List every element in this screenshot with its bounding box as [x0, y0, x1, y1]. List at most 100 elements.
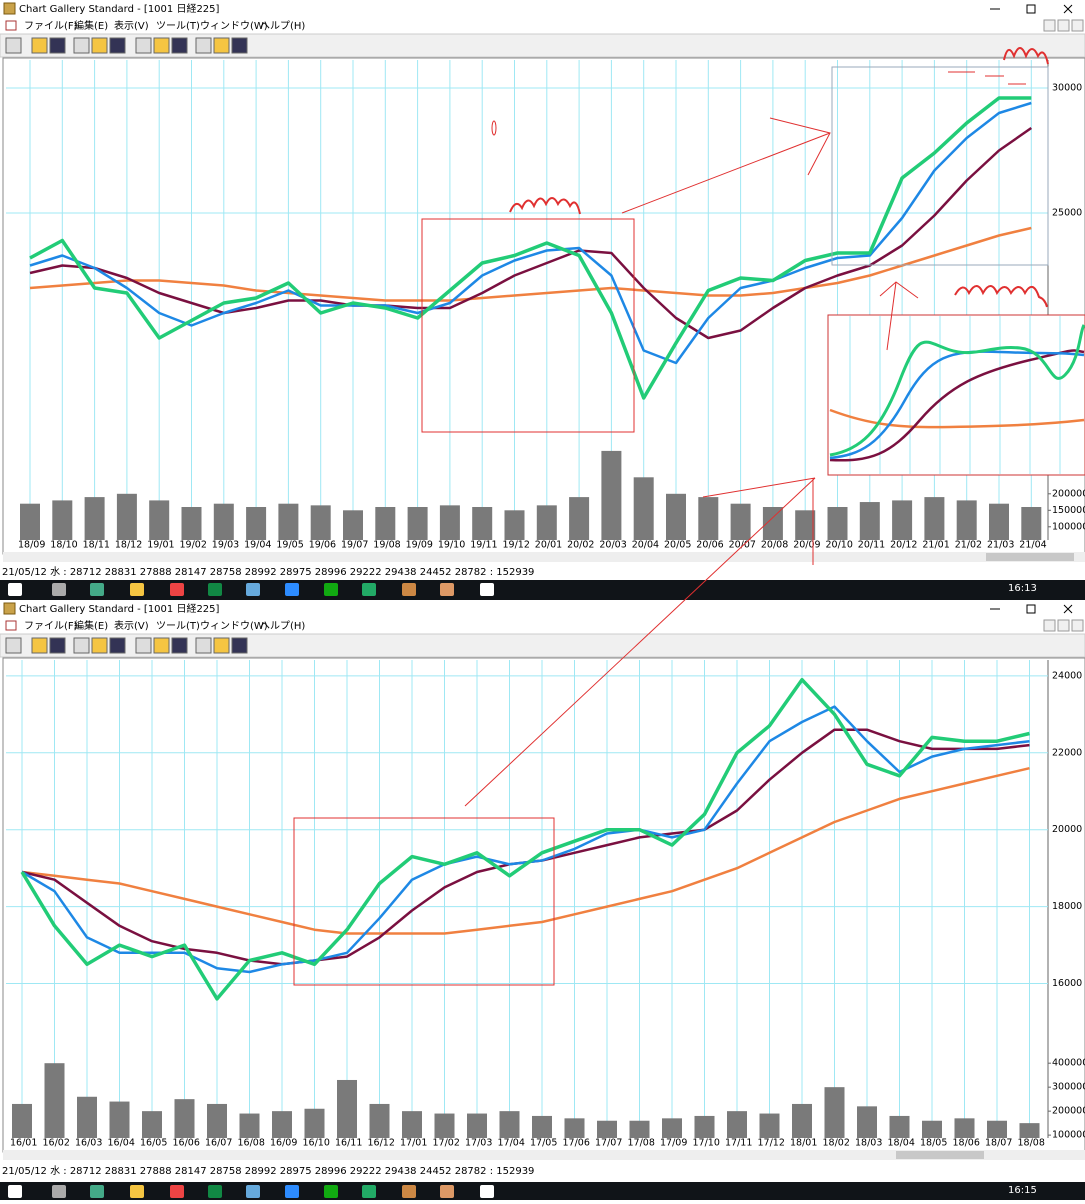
- menu-item[interactable]: ファイル(F): [24, 621, 78, 632]
- scroll-thumb[interactable]: [986, 553, 1074, 561]
- restore-button[interactable]: [1026, 604, 1036, 614]
- taskbar-icon[interactable]: [8, 583, 22, 596]
- volume-bar: [759, 1113, 780, 1138]
- close-button[interactable]: [1063, 604, 1073, 614]
- taskbar-icon[interactable]: [324, 1185, 338, 1198]
- restore-button[interactable]: [1026, 4, 1036, 14]
- taskbar-icon[interactable]: [52, 1185, 66, 1198]
- toolbar-button[interactable]: [135, 37, 152, 54]
- taskbar-icon[interactable]: [52, 583, 66, 596]
- volume-bar: [246, 507, 267, 540]
- volume-bar: [633, 477, 654, 540]
- menu-item[interactable]: 表示(V): [114, 19, 149, 32]
- toolbar-button[interactable]: [135, 637, 152, 654]
- menu-item[interactable]: 編集(E): [74, 619, 108, 632]
- volume-bar: [536, 505, 557, 540]
- taskbar-icon[interactable]: [130, 1185, 144, 1198]
- toolbar-button[interactable]: [91, 37, 108, 54]
- toolbar-button[interactable]: [49, 637, 66, 654]
- x-tick-label: 19/03: [212, 540, 239, 551]
- volume-bar: [84, 497, 105, 540]
- toolbar-button[interactable]: [213, 37, 230, 54]
- mdi-button[interactable]: [1043, 619, 1056, 632]
- taskbar-icon[interactable]: [170, 1185, 184, 1198]
- taskbar-icon[interactable]: [90, 1185, 104, 1198]
- taskbar-icon[interactable]: [362, 1185, 376, 1198]
- toolbar-button[interactable]: [73, 637, 90, 654]
- taskbar-icon[interactable]: [480, 583, 494, 596]
- close-button[interactable]: [1063, 4, 1073, 14]
- scribble: [954, 285, 1048, 308]
- taskbar-icon[interactable]: [402, 583, 416, 596]
- menu-item[interactable]: ファイル(F): [24, 21, 78, 32]
- taskbar-icon[interactable]: [90, 583, 104, 596]
- menu-item[interactable]: ヘルプ(H): [260, 620, 305, 632]
- toolbar-button[interactable]: [213, 637, 230, 654]
- mdi-button[interactable]: [1057, 19, 1070, 32]
- toolbar-button[interactable]: [195, 637, 212, 654]
- volume-bar: [109, 1101, 130, 1138]
- toolbar-button[interactable]: [31, 637, 48, 654]
- mdi-button[interactable]: [1071, 619, 1084, 632]
- volume-bar: [987, 1120, 1007, 1138]
- toolbar-button[interactable]: [171, 37, 188, 54]
- x-tick-label: 18/02: [823, 1138, 850, 1149]
- menu-item[interactable]: ウィンドウ(W): [200, 20, 268, 32]
- toolbar-button[interactable]: [231, 37, 248, 54]
- toolbar-button[interactable]: [5, 37, 22, 54]
- taskbar-icon[interactable]: [285, 1185, 299, 1198]
- volume-bar: [407, 507, 428, 540]
- x-tick-label: 17/11: [725, 1138, 752, 1149]
- toolbar-button[interactable]: [73, 37, 90, 54]
- mdi-button[interactable]: [1057, 619, 1070, 632]
- x-tick-label: 18/05: [920, 1138, 947, 1149]
- taskbar-icon[interactable]: [208, 583, 222, 596]
- taskbar-icon[interactable]: [402, 1185, 416, 1198]
- mdi-button[interactable]: [1043, 19, 1056, 32]
- window-title: Chart Gallery Standard - [1001 日経225]: [19, 602, 220, 615]
- menu-item[interactable]: 編集(E): [74, 19, 108, 32]
- taskbar-icon[interactable]: [440, 583, 454, 596]
- x-tick-label: 17/07: [595, 1138, 622, 1149]
- menu-item[interactable]: 表示(V): [114, 619, 149, 632]
- toolbar-button[interactable]: [49, 37, 66, 54]
- toolbar-button[interactable]: [91, 637, 108, 654]
- toolbar-button[interactable]: [5, 637, 22, 654]
- volume-bar: [434, 1113, 455, 1138]
- toolbar-button[interactable]: [153, 37, 170, 54]
- inset-line: [829, 350, 1085, 460]
- toolbar-button[interactable]: [109, 37, 126, 54]
- volume-bar: [989, 503, 1009, 540]
- volume-tick-label: 300000: [1052, 1082, 1085, 1093]
- x-tick-label: 17/03: [465, 1138, 492, 1149]
- taskbar-icon[interactable]: [170, 583, 184, 596]
- scroll-thumb[interactable]: [896, 1151, 984, 1159]
- taskbar-icon[interactable]: [8, 1185, 22, 1198]
- x-tick-label: 17/10: [693, 1138, 720, 1149]
- y-tick-label: 24000: [1052, 670, 1082, 681]
- taskbar-icon[interactable]: [246, 583, 260, 596]
- volume-bar: [77, 1096, 97, 1138]
- menu-item[interactable]: ウィンドウ(W): [200, 620, 268, 632]
- volume-bar: [824, 1087, 845, 1138]
- taskbar-icon[interactable]: [130, 583, 144, 596]
- toolbar-button[interactable]: [153, 637, 170, 654]
- menu-item[interactable]: ヘルプ(H): [260, 20, 305, 32]
- taskbar-icon[interactable]: [324, 583, 338, 596]
- taskbar-icon[interactable]: [246, 1185, 260, 1198]
- toolbar-button[interactable]: [109, 637, 126, 654]
- taskbar-icon[interactable]: [440, 1185, 454, 1198]
- menu-item[interactable]: ツール(T): [156, 621, 200, 632]
- taskbar-icon[interactable]: [285, 583, 299, 596]
- volume-bar: [213, 503, 234, 540]
- toolbar-button[interactable]: [31, 37, 48, 54]
- taskbar-icon[interactable]: [362, 583, 376, 596]
- toolbar-button[interactable]: [195, 37, 212, 54]
- taskbar-icon[interactable]: [208, 1185, 222, 1198]
- taskbar-icon[interactable]: [480, 1185, 494, 1198]
- toolbar-button[interactable]: [171, 637, 188, 654]
- mdi-button[interactable]: [1071, 19, 1084, 32]
- toolbar-button[interactable]: [231, 637, 248, 654]
- menu-item[interactable]: ツール(T): [156, 21, 200, 32]
- clock: 16:15: [1008, 1185, 1037, 1196]
